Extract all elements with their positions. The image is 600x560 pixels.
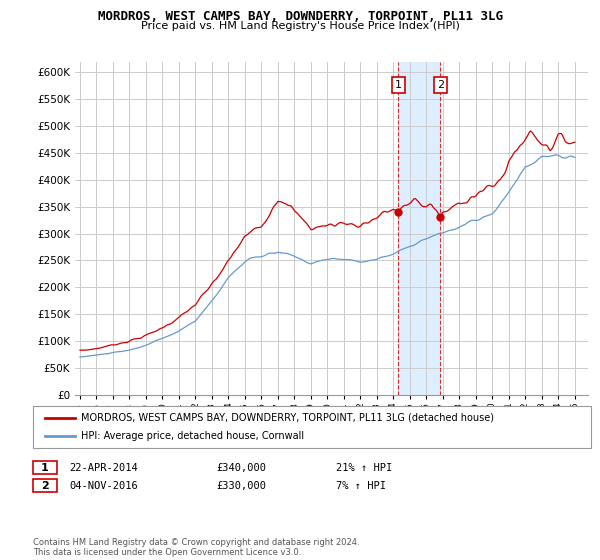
Text: 2: 2 [41,480,49,491]
Text: 1: 1 [395,80,402,90]
Text: £330,000: £330,000 [216,480,266,491]
Text: 04-NOV-2016: 04-NOV-2016 [69,480,138,491]
Text: £340,000: £340,000 [216,463,266,473]
Text: Price paid vs. HM Land Registry's House Price Index (HPI): Price paid vs. HM Land Registry's House … [140,21,460,31]
Text: 7% ↑ HPI: 7% ↑ HPI [336,480,386,491]
Bar [398,62,440,395]
Text: 22-APR-2014: 22-APR-2014 [69,463,138,473]
Text: Contains HM Land Registry data © Crown copyright and database right 2024.
This d: Contains HM Land Registry data © Crown c… [33,538,359,557]
Text: HPI: Average price, detached house, Cornwall: HPI: Average price, detached house, Corn… [81,431,304,441]
Bar [575,62,588,395]
Text: 1: 1 [41,463,49,473]
Text: 21% ↑ HPI: 21% ↑ HPI [336,463,392,473]
Text: 2: 2 [437,80,444,90]
Text: MORDROS, WEST CAMPS BAY, DOWNDERRY, TORPOINT, PL11 3LG (detached house): MORDROS, WEST CAMPS BAY, DOWNDERRY, TORP… [81,413,494,423]
Text: MORDROS, WEST CAMPS BAY, DOWNDERRY, TORPOINT, PL11 3LG: MORDROS, WEST CAMPS BAY, DOWNDERRY, TORP… [97,10,503,23]
